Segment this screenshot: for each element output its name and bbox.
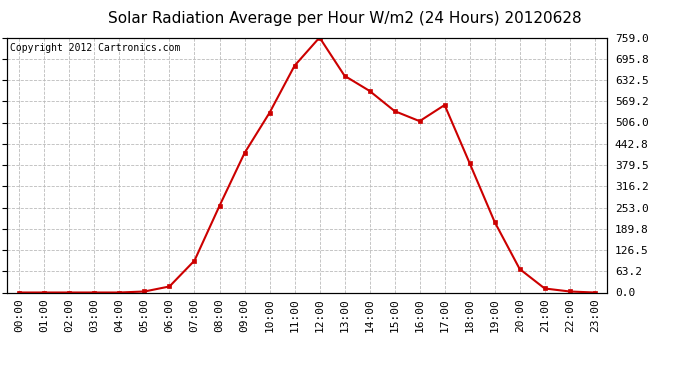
Text: Copyright 2012 Cartronics.com: Copyright 2012 Cartronics.com <box>10 43 180 52</box>
Text: Solar Radiation Average per Hour W/m2 (24 Hours) 20120628: Solar Radiation Average per Hour W/m2 (2… <box>108 11 582 26</box>
